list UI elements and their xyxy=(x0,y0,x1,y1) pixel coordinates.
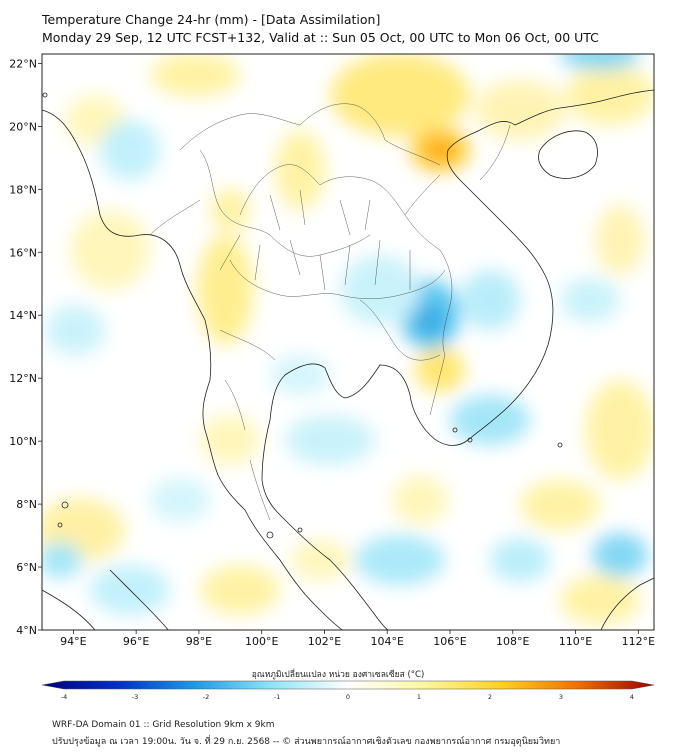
colorbar-tick-label: -2 xyxy=(203,693,209,701)
province-boundaries xyxy=(149,103,511,521)
lat-tick-label: 18°N xyxy=(9,183,37,196)
lat-tick-label: 20°N xyxy=(9,120,37,133)
lon-tick-label: 108°E xyxy=(496,635,529,648)
colorbar-tick-label: 4 xyxy=(630,693,634,701)
latitude-axis: 22°N 20°N 18°N 16°N 14°N 12°N 10°N 8°N 6°N 4°N xyxy=(9,57,42,637)
lat-tick-label: 14°N xyxy=(9,309,37,322)
lon-tick-label: 98°E xyxy=(186,635,212,648)
lon-tick-label: 100°E xyxy=(245,635,278,648)
coastlines xyxy=(42,89,654,630)
colorbar: -4 -3 -2 -1 0 1 2 3 4 xyxy=(41,680,655,701)
lat-tick-label: 4°N xyxy=(16,624,37,637)
map-subtitle: Monday 29 Sep, 12 UTC FCST+132, Valid at… xyxy=(42,30,599,45)
colorbar-tick-label: 1 xyxy=(417,693,421,701)
lat-tick-label: 22°N xyxy=(9,57,37,70)
lat-tick-label: 16°N xyxy=(9,246,37,259)
longitude-axis: 94°E 96°E 98°E 100°E 102°E 104°E 106°E 108°E 110… xyxy=(60,630,655,648)
map-title: Temperature Change 24-hr (mm) - [Data As… xyxy=(42,12,381,27)
lon-tick-label: 94°E xyxy=(60,635,86,648)
colorbar-tick-label: -1 xyxy=(274,693,280,701)
lon-tick-label: 106°E xyxy=(433,635,466,648)
lat-tick-label: 6°N xyxy=(16,561,37,574)
lon-tick-label: 110°E xyxy=(559,635,592,648)
lon-tick-label: 112°E xyxy=(622,635,655,648)
footer-update-info: ปรับปรุงข้อมูล ณ เวลา 19:00น. วัน จ. ที่… xyxy=(52,737,561,747)
lon-tick-label: 104°E xyxy=(371,635,404,648)
colorbar-title: อุณหภูมิเปลี่ยนแปลง หน่วย องศาเซลเซียส (… xyxy=(251,670,425,680)
map-frame xyxy=(41,53,655,631)
lat-tick-label: 8°N xyxy=(16,498,37,511)
colorbar-tick-label: 2 xyxy=(488,693,492,701)
lat-tick-label: 12°N xyxy=(9,372,37,385)
colorbar-tick-label: -4 xyxy=(61,693,67,701)
colorbar-bar xyxy=(41,680,655,690)
footer-model-info: WRF-DA Domain 01 :: Grid Resolution 9km … xyxy=(52,720,275,730)
colorbar-tick-label: 3 xyxy=(559,693,563,701)
colorbar-tick-label: 0 xyxy=(346,693,350,701)
colorbar-tick-label: -3 xyxy=(132,693,138,701)
lon-tick-label: 96°E xyxy=(123,635,149,648)
temperature-field xyxy=(42,54,654,630)
lat-tick-label: 10°N xyxy=(9,435,37,448)
lon-tick-label: 102°E xyxy=(308,635,341,648)
